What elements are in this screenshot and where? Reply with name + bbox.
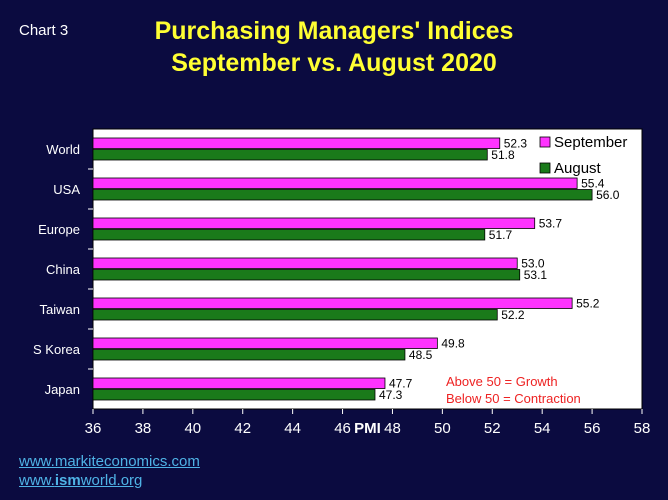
category-label: USA	[53, 182, 80, 197]
x-axis-label: PMI	[354, 420, 381, 437]
chart-number-label: Chart 3	[19, 22, 69, 39]
category-label: China	[46, 262, 81, 277]
bar-value-label: 56.0	[596, 188, 620, 202]
chart-title-line-1: Purchasing Managers' Indices	[154, 17, 514, 45]
x-tick-label: 44	[284, 420, 301, 437]
x-tick-label: 52	[484, 420, 501, 437]
x-tick-label: 42	[234, 420, 251, 437]
x-tick-label: 38	[135, 420, 152, 437]
september-bar	[92, 297, 573, 309]
bar-value-label: 51.7	[489, 228, 513, 242]
august-bar	[92, 229, 486, 241]
september-bar	[92, 257, 518, 269]
x-tick-label: 36	[85, 420, 102, 437]
ism-link-prefix: www.	[19, 472, 55, 489]
bar-value-label: 53.1	[524, 268, 548, 282]
x-tick-label: 46	[334, 420, 351, 437]
x-tick-label: 40	[184, 420, 201, 437]
bar-value-label: 52.3	[504, 137, 528, 151]
bar-value-label: 52.2	[501, 308, 525, 322]
category-label: Japan	[45, 382, 80, 397]
bar-value-label: 53.0	[521, 257, 545, 271]
august-bar	[92, 189, 593, 201]
category-label: Taiwan	[40, 302, 80, 317]
august-bar	[92, 269, 521, 281]
august-bar	[92, 149, 488, 161]
bar-value-label: 55.2	[576, 297, 600, 311]
category-label: World	[46, 142, 80, 157]
legend-label: August	[554, 160, 602, 177]
legend-swatch	[539, 136, 551, 148]
september-bar	[92, 377, 386, 389]
september-bar	[92, 177, 578, 189]
september-bar	[92, 137, 501, 149]
bar-value-label: 55.4	[581, 177, 605, 191]
bar-value-label: 47.7	[389, 377, 413, 391]
bar-value-label: 47.3	[379, 388, 403, 402]
legend-swatch	[539, 162, 551, 174]
legend-label: September	[554, 134, 627, 151]
category-label: Europe	[38, 222, 80, 237]
x-tick-label: 54	[534, 420, 551, 437]
x-tick-label: 50	[434, 420, 451, 437]
august-bar	[92, 309, 498, 321]
chart-title-line-2: September vs. August 2020	[171, 49, 497, 77]
pmi-bar-chart: World 52.351.8 USA 55.456.0 Europe 53.7 51.7 Ch…	[33, 128, 651, 437]
bar-value-label: 53.7	[539, 217, 563, 231]
plot-area	[92, 128, 643, 410]
bar-value-label: 51.8	[491, 148, 515, 162]
x-tick-label: 48	[384, 420, 401, 437]
growth-note: Below 50 = Contraction	[446, 391, 581, 406]
ism-link[interactable]: www.ismworld.org	[19, 472, 142, 489]
ism-link-suffix: world.org	[80, 472, 143, 489]
september-bar	[92, 217, 536, 229]
growth-note: Above 50 = Growth	[446, 374, 558, 389]
september-bar	[92, 337, 438, 349]
category-label: S Korea	[33, 342, 81, 357]
x-tick-label: 56	[584, 420, 601, 437]
x-tick-label: 58	[634, 420, 651, 437]
bar-value-label: 49.8	[441, 337, 465, 351]
markit-link[interactable]: www.markiteconomics.com	[19, 453, 200, 470]
august-bar	[92, 349, 406, 361]
bar-value-label: 48.5	[409, 348, 433, 362]
ism-link-bold: ism	[54, 472, 81, 489]
august-bar	[92, 389, 376, 401]
